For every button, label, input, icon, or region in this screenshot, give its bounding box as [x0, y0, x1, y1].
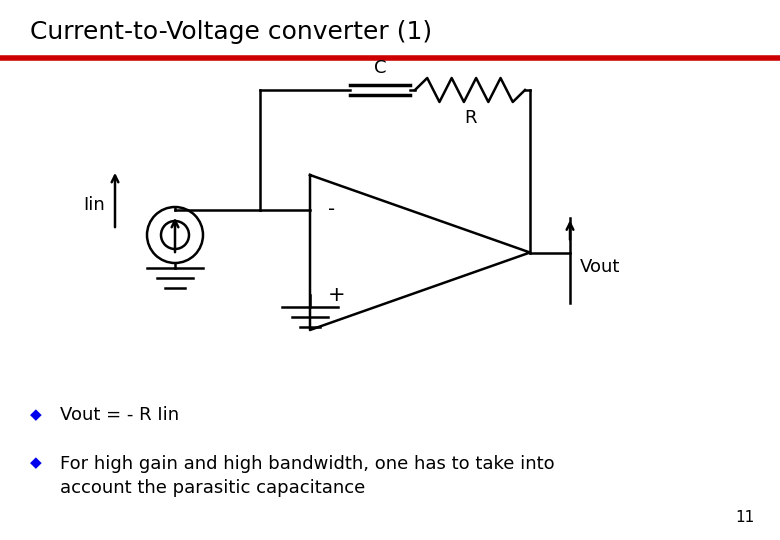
Text: Current-to-Voltage converter (1): Current-to-Voltage converter (1) — [30, 20, 432, 44]
Text: -: - — [328, 200, 335, 219]
Text: Vout = - R Iin: Vout = - R Iin — [60, 406, 179, 424]
Text: ◆: ◆ — [30, 408, 42, 422]
Text: Vout: Vout — [580, 259, 620, 276]
Text: For high gain and high bandwidth, one has to take into
account the parasitic cap: For high gain and high bandwidth, one ha… — [60, 455, 555, 497]
Text: 11: 11 — [736, 510, 755, 525]
Text: C: C — [374, 59, 386, 77]
Text: Iin: Iin — [83, 196, 105, 214]
Text: ◆: ◆ — [30, 455, 42, 470]
Text: R: R — [464, 109, 477, 127]
Text: +: + — [328, 285, 346, 305]
